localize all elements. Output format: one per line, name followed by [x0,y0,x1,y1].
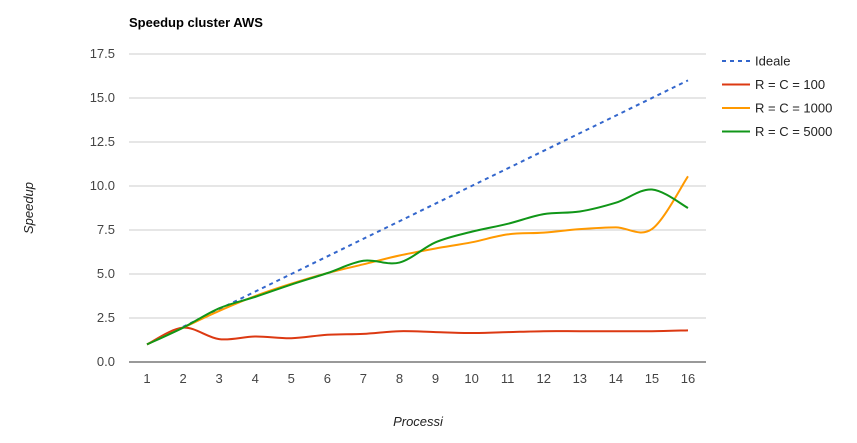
x-tick-label: 7 [360,371,367,386]
x-tick-label: 13 [573,371,587,386]
x-tick-label: 10 [464,371,478,386]
x-tick-label: 5 [288,371,295,386]
y-tick-label: 17.5 [90,46,115,61]
x-tick-label: 6 [324,371,331,386]
legend-label-2: R = C = 1000 [755,101,832,116]
x-tick-label: 2 [179,371,186,386]
x-tick-labels: 1 2 3 4 5 6 7 8 9 10 11 12 13 14 15 16 [143,371,695,386]
x-tick-label: 4 [252,371,259,386]
y-tick-label: 5.0 [97,266,115,281]
series-line-1 [146,326,689,346]
y-tick-label: 2.5 [97,310,115,325]
y-tick-label: 7.5 [97,222,115,237]
series-line-2 [146,175,689,346]
x-axis-title: Processi [393,414,444,429]
x-tick-label: 9 [432,371,439,386]
y-tick-label: 10.0 [90,178,115,193]
x-tick-label: 8 [396,371,403,386]
y-tick-label: 15.0 [90,90,115,105]
legend-label-3: R = C = 5000 [755,124,832,139]
legend-label-0: Ideale [755,54,790,69]
series-line-3 [146,188,689,346]
chart-title: Speedup cluster AWS [129,15,263,30]
x-tick-label: 3 [216,371,223,386]
x-tick-label: 14 [609,371,623,386]
x-tick-label: 11 [501,371,515,386]
legend-label-1: R = C = 100 [755,77,825,92]
x-tick-label: 12 [536,371,550,386]
x-tick-label: 1 [143,371,150,386]
y-axis-title: Speedup [21,182,36,234]
legend: Ideale R = C = 100 R = C = 1000 R = C = 500… [722,54,832,139]
y-tick-label: 0.0 [97,354,115,369]
x-tick-label: 16 [681,371,695,386]
y-tick-label: 12.5 [90,134,115,149]
x-tick-label: 15 [645,371,659,386]
grid [129,53,706,363]
y-tick-labels: 0.0 2.5 5.0 7.5 10.0 12.5 15.0 17.5 [90,46,115,369]
series-lines [146,79,689,346]
